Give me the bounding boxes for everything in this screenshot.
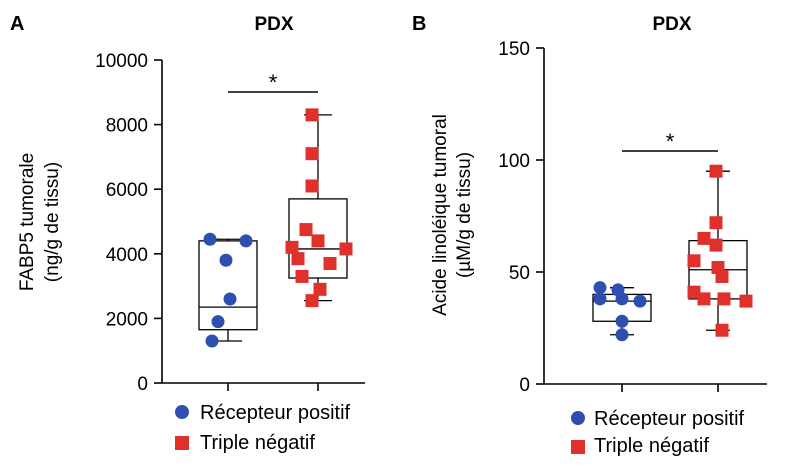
panel-a-point-positive	[223, 292, 237, 306]
panel-b-point-positive	[593, 292, 607, 306]
panel-a-point-triple	[285, 240, 299, 254]
panel-b-point-positive	[615, 314, 629, 328]
panel-b-ylabel-line2: (µM/g de tissu)	[454, 152, 475, 278]
panel-b-point-positive	[615, 292, 629, 306]
legend-a-label-positive: Récepteur positif	[200, 402, 351, 424]
panel-a-letter: A	[10, 13, 24, 35]
panel-a-ylabel-line1: FABP5 tumorale	[17, 153, 38, 291]
legend-a-label-triple: Triple négatif	[200, 432, 315, 454]
panel-a-significance-star: *	[269, 70, 278, 95]
panel-b-point-triple	[715, 269, 729, 283]
panel-a-point-positive	[211, 315, 225, 329]
panel-b-plot: 0 50 100 150 *	[498, 39, 767, 396]
panel-a-point-triple	[305, 147, 319, 161]
panel-a-ylabel-line2: (ng/g de tissu)	[42, 162, 63, 282]
panel-a-point-positive	[219, 253, 233, 267]
panel-a-point-positive	[239, 234, 253, 248]
panel-b-point-positive	[615, 328, 629, 342]
panel-b-point-triple	[697, 231, 711, 245]
panel-a-point-triple	[313, 282, 327, 296]
panel-a-y-tick-label: 4000	[106, 245, 148, 266]
legend-b-label-positive: Récepteur positif	[594, 408, 745, 430]
panel-b-point-triple	[687, 285, 701, 299]
panel-a-point-triple	[305, 294, 319, 308]
panel-b-point-triple	[715, 323, 729, 337]
panel-a-title: PDX	[254, 14, 293, 35]
panel-a-y-tick-label: 6000	[106, 180, 148, 201]
panel-b-point-triple	[717, 292, 731, 306]
panel-a-point-triple	[311, 234, 325, 248]
panel-b-y-tick-label: 0	[519, 375, 530, 396]
panel-a-point-triple	[339, 242, 353, 256]
panel-a-point-triple	[323, 256, 337, 270]
panel-a-y-tick-label: 0	[137, 374, 148, 395]
panel-b-point-triple	[697, 292, 711, 306]
panel-a-y-tick-label: 8000	[106, 116, 148, 137]
panel-a-point-triple	[299, 223, 313, 237]
legend-a-circle-marker	[175, 405, 189, 419]
panel-a-y-tick-label: 2000	[106, 309, 148, 330]
panel-a-legend: Récepteur positif Triple négatif	[175, 402, 351, 454]
panel-b-y-tick-label: 50	[509, 263, 530, 284]
panel-b-point-triple	[739, 294, 753, 308]
legend-b-label-triple: Triple négatif	[594, 435, 709, 457]
legend-b-square-marker	[571, 440, 585, 454]
panel-a-point-triple	[305, 108, 319, 122]
panel-b-title: PDX	[652, 14, 691, 35]
panel-b-point-triple	[709, 216, 723, 230]
panel-a-plot: 0 2000 4000 6000 8000 10000 *	[95, 51, 365, 395]
panel-a-point-triple	[295, 269, 309, 283]
legend-b-circle-marker	[571, 411, 585, 425]
panel-b-significance-star: *	[666, 129, 675, 154]
panel-a-y-tick-label: 10000	[95, 51, 148, 72]
panel-b-point-positive	[633, 294, 647, 308]
panel-b-point-triple	[687, 254, 701, 268]
panel-b-point-triple	[709, 164, 723, 178]
panel-b-legend: Récepteur positif Triple négatif	[571, 408, 745, 457]
panel-b-ylabel-line1: Acide linoléique tumoral	[430, 114, 451, 316]
panel-b-y-tick-label: 100	[498, 151, 530, 172]
panel-b-letter: B	[412, 13, 426, 35]
panel-b-point-triple	[709, 238, 723, 252]
panel-a-point-positive	[205, 334, 219, 348]
panel-b-y-tick-label: 150	[498, 39, 530, 60]
panel-a-point-positive	[203, 232, 217, 246]
panel-b-point-positive	[593, 281, 607, 295]
panel-a-point-triple	[291, 252, 305, 266]
panel-a-point-triple	[305, 179, 319, 193]
legend-a-square-marker	[175, 436, 189, 450]
